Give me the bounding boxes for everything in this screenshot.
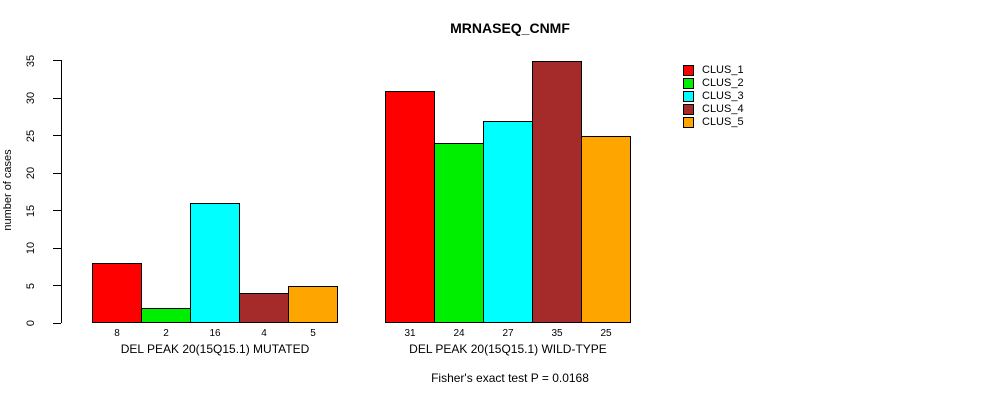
- legend-swatch: [683, 117, 694, 128]
- legend-item: CLUS_1: [683, 64, 744, 77]
- legend-item: CLUS_5: [683, 116, 744, 129]
- bar-clus_1-group1: [92, 263, 142, 323]
- y-axis-line: [61, 60, 62, 323]
- legend-item: CLUS_2: [683, 77, 744, 90]
- bar-value-label: 31: [404, 328, 416, 339]
- legend-swatch: [683, 104, 694, 115]
- y-axis-tick-label: 10: [25, 241, 37, 255]
- legend-item: CLUS_3: [683, 90, 744, 103]
- bar-clus_1-group2: [385, 90, 435, 323]
- y-axis-tick: [53, 172, 61, 174]
- y-axis-tick: [53, 210, 61, 211]
- y-axis-tick-label: 35: [25, 54, 37, 67]
- legend-label: CLUS_3: [702, 90, 744, 102]
- legend-item: CLUS_4: [683, 103, 744, 116]
- y-axis-tick-label: 25: [25, 129, 37, 142]
- legend-swatch: [683, 91, 694, 102]
- y-axis-tick: [53, 135, 61, 136]
- bar-value-label: 27: [502, 328, 514, 339]
- y-axis-tick-label: 0: [25, 319, 37, 327]
- legend-label: CLUS_4: [702, 103, 744, 115]
- bar-clus_2-group2: [434, 143, 484, 323]
- fisher-test-annotation: Fisher's exact test P = 0.0168: [431, 371, 589, 385]
- y-axis-tick-label: 5: [25, 282, 37, 289]
- bar-clus_5-group1: [288, 285, 338, 323]
- bar-value-label: 4: [261, 328, 267, 339]
- y-axis-tick: [53, 247, 61, 249]
- bar-clus_2-group1: [141, 308, 191, 323]
- category-label: DEL PEAK 20(15Q15.1) MUTATED: [120, 342, 310, 356]
- bar-value-label: 24: [453, 328, 465, 339]
- y-axis-tick: [53, 285, 61, 286]
- bar-clus_5-group2: [581, 135, 631, 323]
- legend-label: CLUS_1: [702, 64, 744, 76]
- y-axis-tick: [53, 60, 61, 61]
- bar-clus_4-group1: [239, 293, 289, 323]
- bar-value-label: 5: [310, 328, 316, 339]
- y-axis-label: number of cases: [2, 149, 14, 231]
- y-axis-tick: [53, 322, 61, 324]
- bar-clus_3-group1: [190, 203, 240, 323]
- y-axis-tick-label: 20: [25, 166, 37, 180]
- category-label: DEL PEAK 20(15Q15.1) WILD-TYPE: [409, 342, 607, 356]
- bar-value-label: 16: [209, 328, 221, 339]
- bar-value-label: 8: [114, 328, 120, 339]
- chart-title: MRNASEQ_CNMF: [450, 20, 570, 36]
- legend-swatch: [683, 78, 694, 89]
- bar-value-label: 2: [163, 328, 169, 339]
- legend-label: CLUS_5: [702, 116, 744, 128]
- bar-clus_3-group2: [483, 120, 533, 323]
- bar-value-label: 25: [600, 328, 612, 339]
- legend-swatch: [683, 65, 694, 76]
- y-axis-tick-label: 30: [25, 91, 37, 105]
- bar-clus_4-group2: [532, 60, 582, 323]
- bar-value-label: 35: [551, 328, 563, 339]
- y-axis-tick-label: 15: [25, 204, 37, 217]
- legend: CLUS_1 CLUS_2 CLUS_3 CLUS_4 CLUS_5: [683, 64, 744, 129]
- y-axis-tick: [53, 97, 61, 99]
- legend-label: CLUS_2: [702, 77, 744, 89]
